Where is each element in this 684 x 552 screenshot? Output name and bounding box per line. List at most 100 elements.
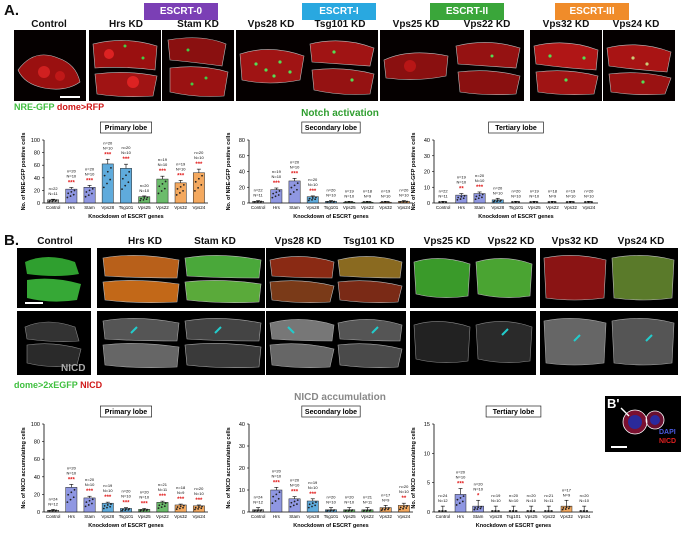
data-dot [121, 508, 124, 511]
chart-title: Primary lobe [105, 125, 148, 132]
n-label: N=10 [194, 491, 204, 496]
data-dot [194, 190, 196, 192]
n-label: n=18 [548, 188, 558, 193]
x-tick-label: Control [46, 514, 61, 519]
escrt-ii-badge: ESCRT-II [430, 3, 504, 20]
x-axis-label: Knockdown of ESCRT genes [478, 214, 553, 220]
chart-title-box [100, 405, 152, 418]
data-dot [481, 193, 484, 196]
micrograph-a-vps28 [236, 30, 308, 101]
data-dot [381, 201, 384, 203]
data-dot [110, 166, 112, 169]
n-label: N=10 [271, 473, 281, 478]
significance-label: *** [86, 489, 94, 495]
data-dot [311, 198, 313, 201]
micrograph-b-vps28-tsg101-merge [266, 248, 406, 308]
data-dot [326, 200, 329, 203]
y-tick-label: 80 [34, 440, 40, 446]
data-dot [161, 503, 164, 506]
n-label: n=19 [491, 493, 501, 498]
data-dot [67, 192, 70, 195]
data-dot [88, 499, 91, 502]
x-tick-label: Vps32 [174, 514, 187, 519]
x-tick-label: Tsg101 [506, 514, 521, 519]
x-tick-label: Vps25 [343, 205, 356, 210]
label-vps24-a: Vps24 KD [612, 19, 660, 30]
chart-title: Primary lobe [105, 409, 148, 416]
y-axis-label: No. of NRE-GFP positive cells [411, 133, 417, 211]
data-dot [369, 201, 372, 203]
y-tick-label: 40 [34, 176, 40, 182]
data-dot [462, 197, 465, 200]
n-label: N=10 [381, 193, 391, 198]
data-dot [128, 507, 131, 510]
n-label: N=10 [529, 193, 539, 198]
n-label: N=9 [382, 497, 390, 502]
x-tick-label: Control [436, 205, 451, 210]
x-tick-label: Vps28 [306, 205, 319, 210]
escrt-0-badge: ESCRT-0 [144, 3, 218, 20]
data-dot [146, 196, 149, 199]
chart-title: Tertiary lobe [493, 409, 535, 416]
n-label: n=20 [85, 477, 95, 482]
chart-b-tertiary: Tertiary lobe 0 5 10 15 No. of NICD accumulat… [400, 402, 605, 542]
data-dot [73, 488, 76, 491]
data-dot [402, 507, 404, 510]
n-label: N=10 [85, 171, 95, 176]
x-tick-label: Vps25 [525, 514, 538, 519]
data-dot [158, 185, 161, 188]
n-label: n=20 [194, 150, 204, 155]
y-tick-label: 0 [37, 201, 40, 207]
n-label: N=9 [177, 490, 185, 495]
n-label: n=20 [67, 168, 77, 173]
x-tick-label: Vps22 [542, 514, 555, 519]
data-dot [175, 194, 178, 196]
data-dot [157, 507, 160, 510]
data-dot [106, 182, 108, 185]
data-dot [456, 198, 459, 201]
y-tick-label: 60 [239, 154, 245, 160]
n-label: n=19 [272, 169, 282, 174]
data-dot [345, 509, 347, 512]
y-tick-label: 15 [424, 422, 430, 428]
micrograph-a-hrs [89, 30, 161, 101]
n-label: n=20 [121, 489, 131, 494]
data-dot [586, 510, 589, 512]
x-tick-label: Vps28 [101, 514, 114, 519]
x-tick-label: Hrs [68, 514, 76, 519]
n-label: n=18 [176, 485, 186, 490]
n-label: n=20 [475, 173, 485, 178]
data-dot [399, 506, 402, 509]
label-hrs-a: Hrs KD [109, 19, 143, 30]
chart-title: Secondary lobe [305, 125, 357, 132]
significance-label: ** [402, 496, 407, 502]
label-hrs-b: Hrs KD [128, 236, 162, 247]
data-dot [66, 196, 69, 199]
y-tick-label: 30 [424, 154, 430, 160]
data-dot [102, 186, 105, 189]
n-label: N=10 [456, 475, 466, 480]
n-label: n=21 [544, 493, 554, 498]
x-tick-label: Tsg101 [324, 205, 339, 210]
data-dot [157, 192, 160, 195]
n-label: N=11 [253, 193, 263, 198]
y-tick-label: 0 [427, 201, 430, 207]
legend-b: dome>2xEGFP NICD [14, 380, 102, 390]
data-dot [163, 505, 166, 508]
n-label: n=20 [326, 188, 336, 193]
data-dot [164, 502, 167, 505]
significance-label: *** [68, 180, 76, 186]
data-dot [363, 509, 366, 512]
n-label: n=19 [530, 188, 540, 193]
n-label: N=12 [253, 500, 263, 505]
significance-label: *** [86, 178, 94, 184]
legend-a-red: dome>RFP [56, 102, 105, 112]
label-vps24-b: Vps24 KD [617, 236, 665, 247]
legend-b-red: NICD [80, 380, 103, 390]
nicd-channel-label: NICD [61, 363, 85, 374]
data-dot [477, 197, 480, 200]
data-dot [182, 183, 185, 186]
n-label: n=20 [194, 486, 204, 491]
data-dot [479, 507, 482, 510]
n-label: n=19 [345, 188, 355, 193]
